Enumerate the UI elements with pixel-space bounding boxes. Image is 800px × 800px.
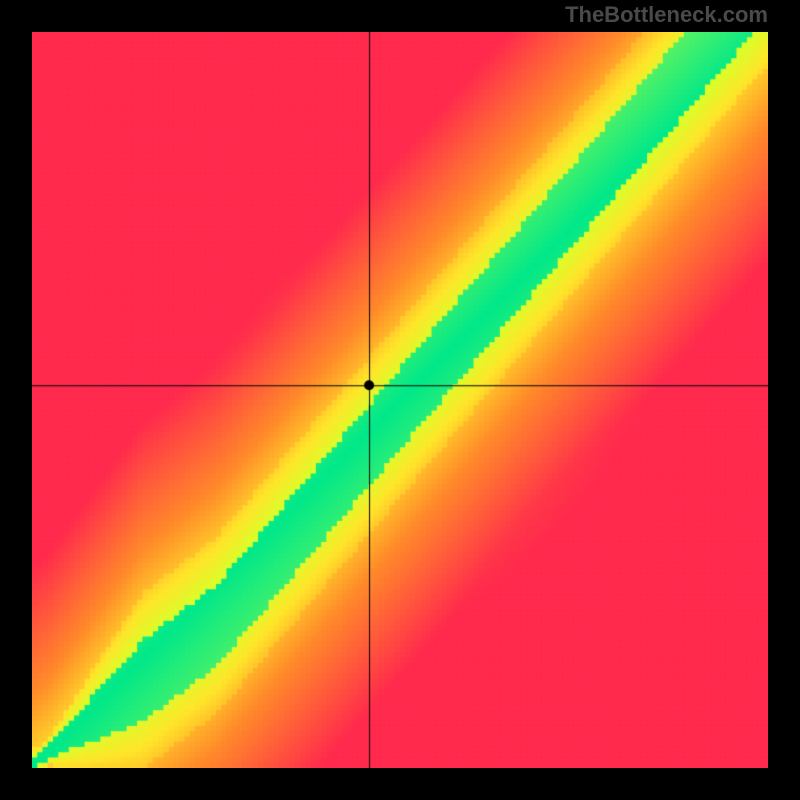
chart-container: TheBottleneck.com [0,0,800,800]
plot-area [32,32,768,768]
watermark-text: TheBottleneck.com [565,2,768,28]
bottleneck-heatmap [32,32,768,768]
